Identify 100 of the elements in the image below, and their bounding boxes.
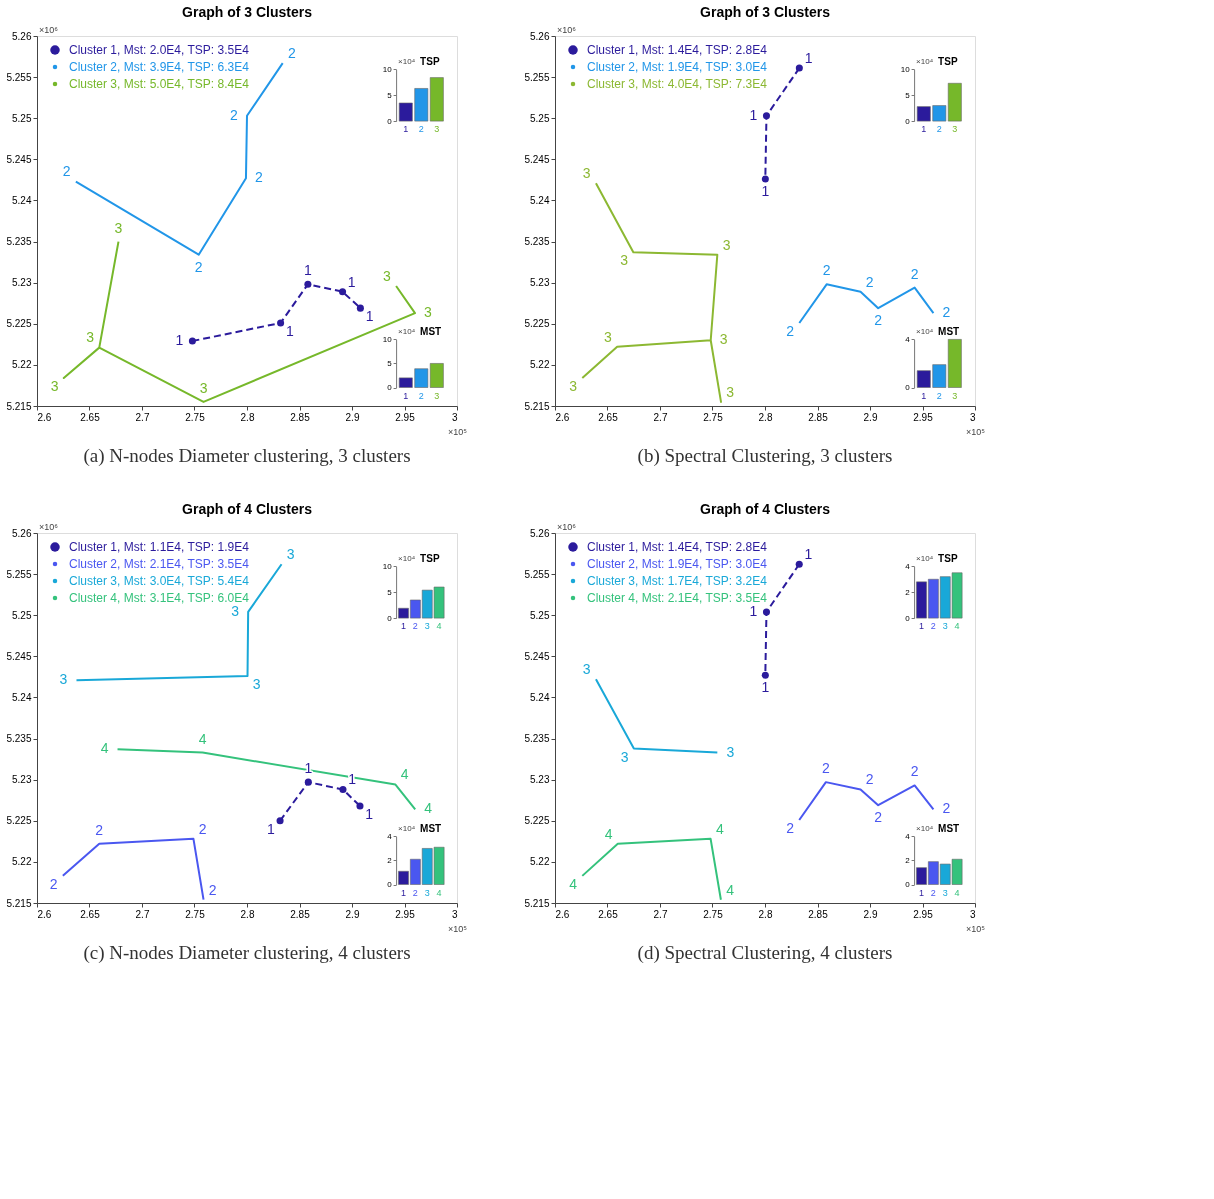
x-tick-label: 2.95 [913, 411, 934, 423]
annotation: 2 [874, 312, 883, 329]
line-series [581, 837, 722, 901]
y-tick-label: 5.22 [12, 359, 32, 371]
y-tick-label: 5.25 [530, 112, 550, 124]
annotation: 3 [59, 671, 68, 688]
annotation: 4 [715, 820, 724, 837]
y-tick-label: 5.25 [12, 112, 32, 124]
y-tick-label: 0 [905, 880, 911, 889]
y-tick-label: 5.215 [524, 897, 550, 909]
point [762, 112, 771, 120]
chart-title: MST [938, 326, 960, 338]
y-tick-label: 5.24 [12, 691, 32, 703]
line-series [116, 748, 417, 811]
chart-title: Graph of 3 Clusters [700, 4, 831, 20]
x-tick-label: 1 [401, 887, 407, 898]
x-axis-title: ×10⁵ [966, 427, 986, 437]
y-tick-label: 0 [905, 116, 911, 126]
x-tick-label: 3 [952, 390, 958, 401]
annotation: 1 [266, 820, 275, 837]
y-tick-label: 5.245 [524, 153, 550, 165]
y-tick-label: 5.23 [530, 774, 550, 786]
chart-title: TSP [938, 553, 958, 565]
text: Cluster 2, Mst: 1.9E4, TSP: 3.0E4 [587, 557, 768, 571]
y-tick-label: 5.225 [6, 318, 32, 330]
chart-title: TSP [420, 56, 440, 68]
y-tick-label: 4 [905, 831, 911, 841]
x-tick-label: 2.9 [863, 411, 878, 423]
y-tick-label: 0 [905, 383, 911, 392]
y-tick-label: 5.245 [524, 650, 550, 662]
point [795, 560, 803, 568]
y-tick-label: 5.255 [524, 568, 550, 580]
x-tick-label: 1 [921, 124, 927, 135]
annotation: 1 [761, 679, 770, 696]
line-series [61, 837, 205, 901]
annotation: 3 [231, 602, 240, 619]
annotation: 3 [114, 219, 123, 236]
x-tick-label: 2.6 [555, 908, 570, 920]
annotation: 2 [194, 258, 203, 275]
point [339, 786, 347, 794]
y-tick-label: 5.245 [6, 153, 32, 165]
x-tick-label: 4 [436, 887, 442, 898]
y-tick-label: 2 [387, 855, 393, 865]
annotation: 3 [722, 236, 731, 253]
y-tick-label: 5.26 [530, 527, 550, 539]
annotation: 3 [383, 267, 392, 284]
annotation: 1 [285, 323, 294, 340]
y-tick-label: 5.245 [6, 650, 32, 662]
y-tick-label: 4 [387, 831, 393, 841]
y-tick-label: 0 [387, 880, 393, 889]
annotation: 2 [822, 262, 831, 279]
y-tick-label: 5.25 [12, 609, 32, 621]
y-tick-label: 5.26 [530, 30, 550, 42]
point [339, 288, 347, 296]
annotation: 3 [719, 331, 728, 348]
annotation: 4 [424, 800, 433, 817]
annotation: 4 [400, 766, 409, 783]
y-tick-label: 5.26 [12, 527, 32, 539]
y-tick-label: 5.23 [12, 277, 32, 289]
annotation: 2 [822, 760, 830, 777]
x-tick-label: 2.85 [808, 411, 829, 423]
x-tick-label: 2.8 [240, 908, 255, 920]
x-tick-label: 2.6 [555, 411, 570, 423]
y-axis-title: ×10⁴ [398, 57, 416, 67]
y-tick-label: 5 [387, 587, 393, 597]
x-tick-label: 3 [451, 411, 458, 423]
point [356, 304, 364, 312]
text: (c) N-nodes Diameter clustering, 4 clusters [83, 942, 411, 964]
annotation: 2 [874, 809, 883, 826]
x-tick-label: 2.9 [345, 411, 360, 423]
chart-title: MST [420, 823, 442, 835]
x-tick-label: 2.6 [37, 411, 52, 423]
annotation: 3 [286, 546, 295, 563]
x-tick-label: 2 [930, 887, 936, 898]
y-axis-title: ×10⁴ [398, 824, 416, 834]
annotation: 1 [304, 262, 312, 279]
x-tick-label: 2.85 [290, 908, 311, 920]
y-axis-title: ×10⁶ [39, 522, 59, 532]
x-axis-title: ×10⁵ [448, 924, 468, 934]
annotation: 1 [749, 106, 758, 123]
x-tick-label: 2 [936, 124, 942, 135]
x-tick-label: 1 [401, 621, 407, 632]
y-axis-title: ×10⁶ [557, 522, 577, 532]
legend-label: Cluster 1, Mst: 2.0E4, TSP: 3.5E4 [69, 43, 250, 57]
annotation: 1 [804, 49, 813, 66]
x-tick-label: 1 [403, 124, 409, 135]
annotation: 2 [287, 44, 296, 61]
x-tick-label: 3 [424, 887, 430, 898]
y-tick-label: 5 [905, 90, 911, 100]
x-tick-label: 1 [919, 887, 925, 898]
x-tick-label: 3 [424, 621, 430, 632]
y-tick-label: 5.215 [524, 400, 550, 412]
y-tick-label: 5.215 [6, 897, 32, 909]
x-tick-label: 3 [434, 390, 440, 401]
annotation: 2 [786, 820, 795, 837]
chart-title: TSP [420, 553, 440, 565]
y-tick-label: 4 [905, 334, 911, 344]
x-tick-label: 2.8 [758, 908, 773, 920]
annotation: 1 [175, 332, 184, 349]
x-tick-label: 2.85 [290, 411, 311, 423]
